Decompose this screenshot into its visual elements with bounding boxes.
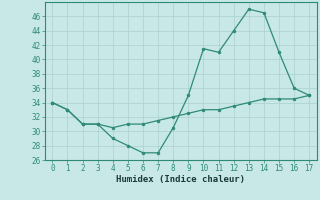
X-axis label: Humidex (Indice chaleur): Humidex (Indice chaleur) [116, 175, 245, 184]
